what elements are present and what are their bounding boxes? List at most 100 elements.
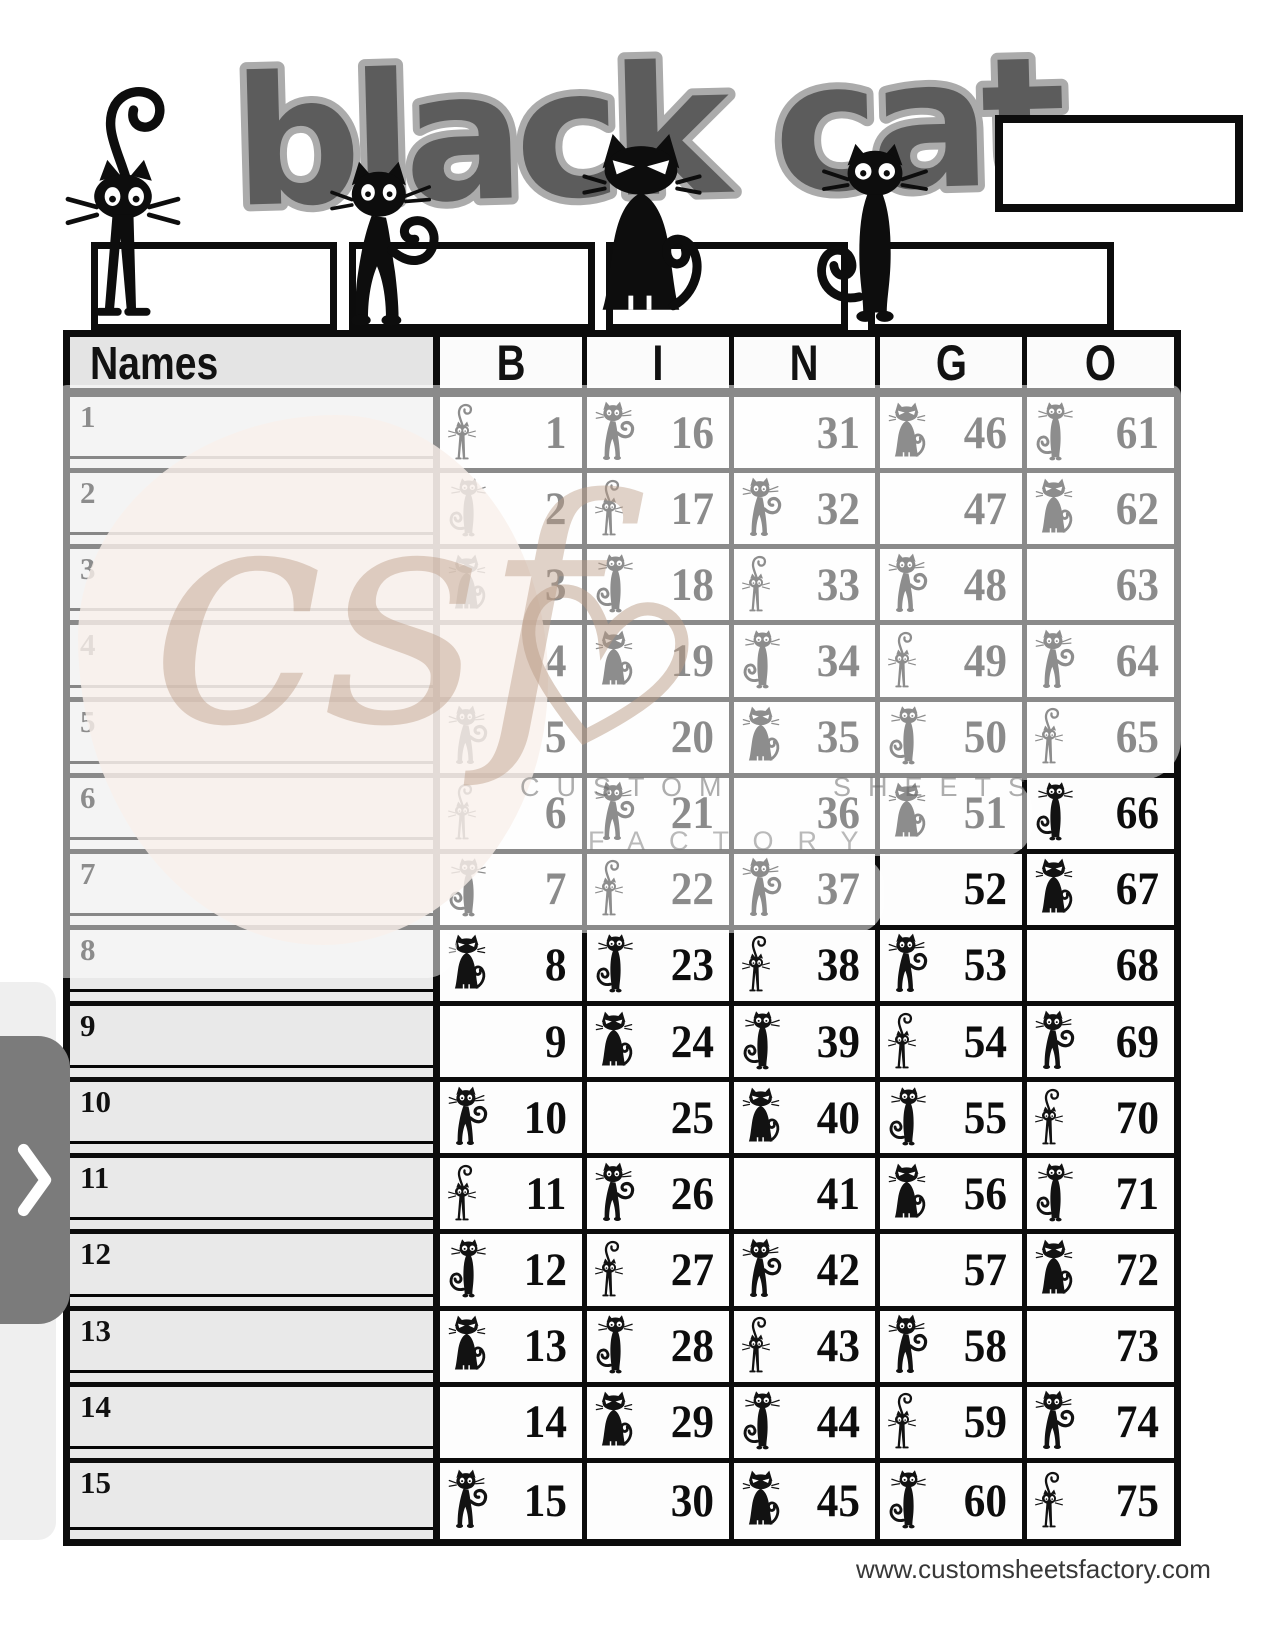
bingo-cell[interactable]: 8 xyxy=(440,929,587,1007)
bingo-cell[interactable]: 46 xyxy=(880,397,1028,474)
bingo-cell[interactable]: 1 xyxy=(440,397,587,474)
bingo-cell[interactable]: 26 xyxy=(586,1158,734,1235)
bingo-cell[interactable]: 38 xyxy=(733,929,881,1007)
spiral-cat-icon xyxy=(1035,781,1076,845)
names-row-cell[interactable]: 12 xyxy=(70,1234,440,1311)
bingo-cell[interactable]: 42 xyxy=(733,1234,881,1311)
spiral-cat-icon xyxy=(812,140,938,336)
corner-write-in-box[interactable] xyxy=(995,115,1243,212)
bingo-cell[interactable]: 70 xyxy=(1027,1082,1174,1159)
bingo-cell[interactable]: 56 xyxy=(880,1158,1028,1235)
bingo-cell[interactable]: 29 xyxy=(586,1386,734,1463)
names-row-cell[interactable]: 14 xyxy=(70,1386,440,1463)
names-row-cell[interactable]: 9 xyxy=(70,1006,440,1083)
bingo-cell[interactable]: 19 xyxy=(586,625,734,702)
names-row-cell[interactable]: 2 xyxy=(70,473,440,550)
bingo-cell[interactable]: 49 xyxy=(880,625,1028,702)
bingo-cell[interactable]: 32 xyxy=(733,473,881,550)
bingo-cell[interactable]: 73 xyxy=(1027,1310,1174,1387)
bingo-cell[interactable]: 65 xyxy=(1027,701,1174,778)
bingo-cell[interactable]: 54 xyxy=(880,1006,1028,1083)
bingo-cell[interactable]: 71 xyxy=(1027,1158,1174,1235)
bingo-cell[interactable]: 72 xyxy=(1027,1234,1174,1311)
bingo-cell[interactable]: 69 xyxy=(1027,1006,1174,1083)
bingo-cell[interactable]: 45 xyxy=(733,1462,881,1539)
bingo-cell[interactable]: 75 xyxy=(1027,1462,1174,1539)
bingo-cell[interactable]: 55 xyxy=(880,1082,1028,1159)
bingo-cell[interactable]: 24 xyxy=(586,1006,734,1083)
bingo-cell[interactable]: 40 xyxy=(733,1082,881,1159)
bingo-cell[interactable]: 36 xyxy=(733,777,881,854)
bingo-cell[interactable]: 33 xyxy=(733,549,881,626)
bingo-cell[interactable]: 48 xyxy=(880,549,1028,626)
cell-number: 38 xyxy=(817,939,861,992)
bingo-cell[interactable]: 16 xyxy=(586,397,734,474)
bingo-cell[interactable]: 68 xyxy=(1027,929,1174,1007)
bingo-cell[interactable]: 25 xyxy=(586,1082,734,1159)
bingo-cell[interactable]: 53 xyxy=(880,929,1028,1007)
names-row-cell[interactable]: 8 xyxy=(70,929,440,1007)
bingo-cell[interactable]: 57 xyxy=(880,1234,1028,1311)
bingo-cell[interactable]: 15 xyxy=(440,1462,587,1539)
bingo-cell[interactable]: 35 xyxy=(733,701,881,778)
cell-number: 14 xyxy=(523,1396,567,1449)
bingo-cell[interactable]: 14 xyxy=(440,1386,587,1463)
names-row-cell[interactable]: 1 xyxy=(70,397,440,474)
bingo-cell[interactable]: 10 xyxy=(440,1082,587,1159)
bingo-cell[interactable]: 66 xyxy=(1027,777,1174,854)
bingo-cell[interactable]: 44 xyxy=(733,1386,881,1463)
names-row-cell[interactable]: 7 xyxy=(70,853,440,930)
bingo-cell[interactable]: 21 xyxy=(586,777,734,854)
bingo-cell[interactable]: 50 xyxy=(880,701,1028,778)
bingo-cell[interactable]: 18 xyxy=(586,549,734,626)
bingo-cell[interactable]: 64 xyxy=(1027,625,1174,702)
bingo-cell[interactable]: 4 xyxy=(440,625,587,702)
bingo-cell[interactable]: 51 xyxy=(880,777,1028,854)
bingo-cell[interactable]: 13 xyxy=(440,1310,587,1387)
bingo-cell[interactable]: 31 xyxy=(733,397,881,474)
bingo-cell[interactable]: 22 xyxy=(586,853,734,930)
sitting-cat-icon xyxy=(1035,478,1076,540)
bingo-cell[interactable]: 43 xyxy=(733,1310,881,1387)
bingo-cell[interactable]: 27 xyxy=(586,1234,734,1311)
bingo-cell[interactable]: 9 xyxy=(440,1006,587,1083)
bingo-cell[interactable]: 39 xyxy=(733,1006,881,1083)
bingo-cell[interactable]: 5 xyxy=(440,701,587,778)
names-row-cell[interactable]: 15 xyxy=(70,1462,440,1539)
bingo-cell[interactable]: 11 xyxy=(440,1158,587,1235)
bingo-cell[interactable]: 7 xyxy=(440,853,587,930)
bingo-cell[interactable]: 2 xyxy=(440,473,587,550)
bingo-cell[interactable]: 60 xyxy=(880,1462,1028,1539)
names-row-cell[interactable]: 11 xyxy=(70,1158,440,1235)
bingo-cell[interactable]: 58 xyxy=(880,1310,1028,1387)
bingo-cell[interactable]: 52 xyxy=(880,853,1028,930)
drawer-handle[interactable] xyxy=(0,1036,70,1324)
name-writing-line xyxy=(70,1065,433,1069)
bingo-cell[interactable]: 6 xyxy=(440,777,587,854)
bingo-cell[interactable]: 30 xyxy=(586,1462,734,1539)
bingo-cell[interactable]: 61 xyxy=(1027,397,1174,474)
names-row-cell[interactable]: 4 xyxy=(70,625,440,702)
bingo-cell[interactable]: 47 xyxy=(880,473,1028,550)
bingo-cell[interactable]: 12 xyxy=(440,1234,587,1311)
names-row-cell[interactable]: 5 xyxy=(70,701,440,778)
names-row-cell[interactable]: 13 xyxy=(70,1310,440,1387)
bingo-cell[interactable]: 23 xyxy=(586,929,734,1007)
bingo-cell[interactable]: 74 xyxy=(1027,1386,1174,1463)
bingo-cell[interactable]: 20 xyxy=(586,701,734,778)
names-row-cell[interactable]: 10 xyxy=(70,1082,440,1159)
bingo-cell[interactable]: 63 xyxy=(1027,549,1174,626)
cell-number: 4 xyxy=(545,634,567,687)
bingo-cell[interactable]: 37 xyxy=(733,853,881,930)
bingo-cell[interactable]: 28 xyxy=(586,1310,734,1387)
names-row-cell[interactable]: 3 xyxy=(70,549,440,626)
names-row-cell[interactable]: 6 xyxy=(70,777,440,854)
bingo-cell[interactable]: 41 xyxy=(733,1158,881,1235)
bingo-cell[interactable]: 62 xyxy=(1027,473,1174,550)
bingo-cell[interactable]: 17 xyxy=(586,473,734,550)
bingo-cell[interactable]: 67 xyxy=(1027,853,1174,930)
scrawny-cat-icon xyxy=(448,1162,476,1226)
bingo-cell[interactable]: 34 xyxy=(733,625,881,702)
bingo-cell[interactable]: 3 xyxy=(440,549,587,626)
bingo-cell[interactable]: 59 xyxy=(880,1386,1028,1463)
